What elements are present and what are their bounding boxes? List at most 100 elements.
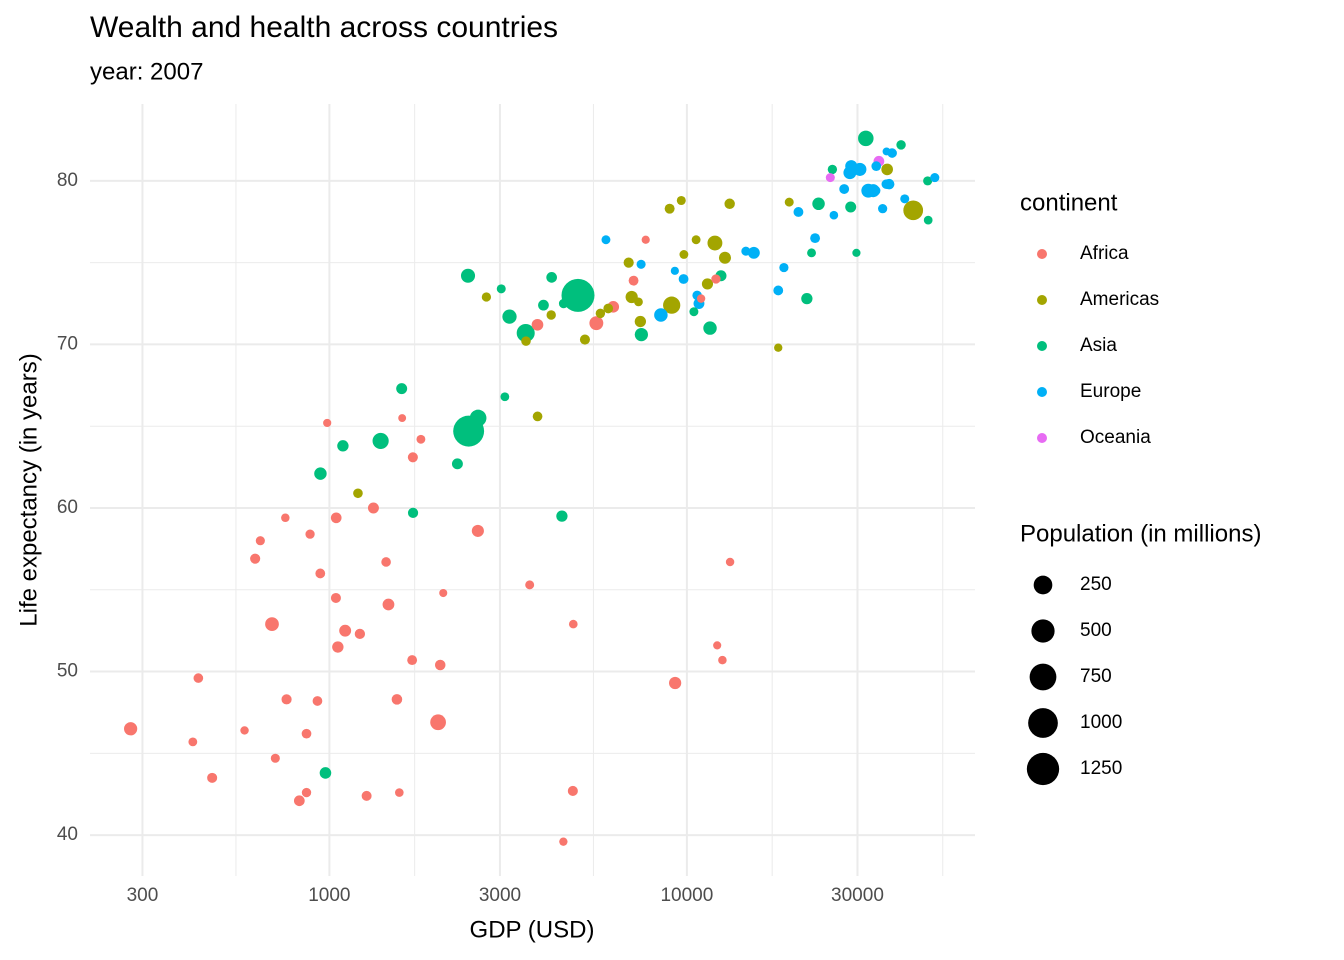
point xyxy=(634,327,648,342)
point xyxy=(707,235,723,251)
point xyxy=(773,285,784,296)
x-axis-title: GDP (USD) xyxy=(470,916,595,943)
point xyxy=(407,452,418,463)
point xyxy=(293,795,305,807)
point xyxy=(525,580,535,590)
point xyxy=(669,676,682,690)
point xyxy=(703,321,717,335)
legend-label: Asia xyxy=(1080,335,1117,356)
size-legend-swatch xyxy=(1031,619,1055,643)
point xyxy=(207,772,218,783)
point xyxy=(332,641,344,653)
point xyxy=(676,195,686,206)
point xyxy=(896,140,906,150)
point xyxy=(634,297,643,307)
point xyxy=(701,278,714,290)
point xyxy=(500,392,510,402)
point xyxy=(718,655,727,665)
point xyxy=(774,343,783,352)
point xyxy=(521,336,531,346)
x-tick-label: 10000 xyxy=(660,885,713,906)
legend-swatch xyxy=(1037,387,1047,397)
point xyxy=(827,164,838,175)
point xyxy=(330,592,341,603)
point xyxy=(395,788,404,797)
size-legend-swatch xyxy=(1026,752,1060,786)
x-tick-label: 1000 xyxy=(308,885,350,906)
chart-title: Wealth and health across countries xyxy=(90,11,558,44)
point xyxy=(188,737,198,747)
point xyxy=(689,307,699,317)
point xyxy=(825,173,835,183)
point xyxy=(664,203,675,214)
point xyxy=(810,233,821,244)
point xyxy=(718,251,731,264)
size-legend-label: 750 xyxy=(1080,666,1112,687)
point xyxy=(305,529,315,539)
size-legend-label: 1000 xyxy=(1080,712,1122,733)
size-legend-label: 250 xyxy=(1080,574,1112,595)
point xyxy=(546,310,556,320)
point xyxy=(255,536,265,546)
point xyxy=(337,440,349,452)
point xyxy=(407,655,418,666)
legend-label: Africa xyxy=(1080,243,1129,264)
point xyxy=(319,767,332,779)
size-legend-label: 1250 xyxy=(1080,758,1122,779)
point xyxy=(634,315,647,328)
point xyxy=(281,513,290,523)
point xyxy=(265,617,279,631)
point xyxy=(636,259,646,269)
point xyxy=(871,161,882,172)
point xyxy=(784,197,794,207)
legend-label: Europe xyxy=(1080,381,1141,402)
point xyxy=(623,257,634,268)
point xyxy=(923,215,933,225)
legend-swatch xyxy=(1037,295,1047,305)
point xyxy=(663,296,681,314)
point xyxy=(829,210,839,220)
point xyxy=(481,292,492,302)
point xyxy=(882,147,891,156)
point xyxy=(747,246,760,259)
point xyxy=(839,184,850,194)
point xyxy=(713,641,722,650)
x-tick-label: 3000 xyxy=(479,885,521,906)
point xyxy=(407,507,419,519)
point xyxy=(538,299,549,311)
point xyxy=(240,726,249,735)
point xyxy=(354,628,366,640)
point xyxy=(900,194,910,204)
y-tick-label: 60 xyxy=(57,497,78,518)
point xyxy=(711,274,721,284)
point xyxy=(323,418,332,428)
point xyxy=(124,722,138,736)
point xyxy=(559,837,568,846)
point xyxy=(367,502,379,514)
point xyxy=(250,553,261,564)
point xyxy=(741,246,751,256)
point xyxy=(868,187,878,197)
legend-label: Americas xyxy=(1080,289,1159,310)
point xyxy=(601,235,611,245)
x-tick-label: 30000 xyxy=(831,885,884,906)
point xyxy=(460,268,476,283)
point xyxy=(691,235,701,245)
legend-label: Oceania xyxy=(1080,427,1151,448)
point xyxy=(398,414,407,422)
point xyxy=(881,179,892,189)
point xyxy=(270,753,280,763)
point xyxy=(628,275,639,286)
point xyxy=(603,303,614,314)
point xyxy=(339,624,352,637)
size-legend-swatch xyxy=(1033,575,1053,595)
y-tick-label: 40 xyxy=(57,824,78,845)
point xyxy=(381,557,391,567)
point xyxy=(589,316,604,331)
y-axis-title: Life expectancy (in years) xyxy=(15,353,42,626)
point xyxy=(516,323,535,343)
point xyxy=(558,298,569,309)
point xyxy=(779,262,789,273)
x-tick-label: 300 xyxy=(127,885,159,906)
